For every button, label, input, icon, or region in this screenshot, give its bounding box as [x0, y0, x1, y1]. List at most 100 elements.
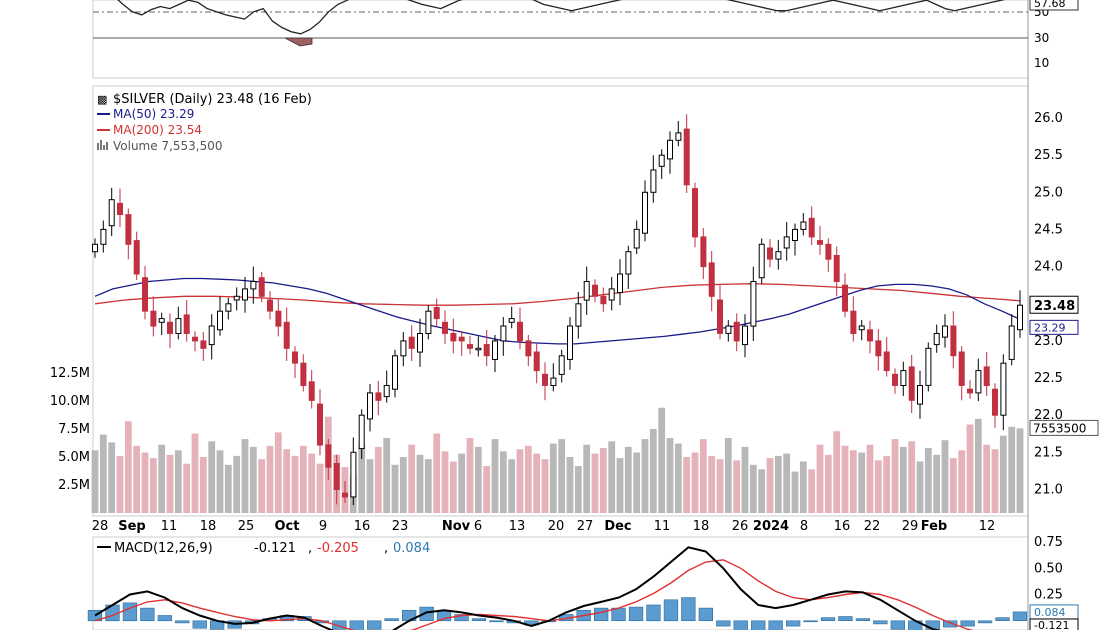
volume-bar	[974, 418, 982, 513]
volume-bar	[491, 439, 499, 513]
candle-body	[433, 307, 440, 320]
candle-body	[933, 333, 940, 346]
volume-bar	[866, 444, 874, 513]
volume-bar	[566, 457, 574, 513]
macd-tick-0_75: 0.75	[1034, 535, 1063, 550]
candle-body	[533, 351, 540, 372]
candle-body	[875, 340, 882, 357]
x-label-17: 26	[732, 519, 749, 534]
volume-bar	[716, 459, 724, 513]
rsi-tick-30: 30	[1034, 31, 1049, 45]
volume-bar	[141, 452, 149, 513]
volume-bar	[574, 466, 582, 513]
volume-tick-3: 5.0M	[58, 450, 90, 465]
volume-bar	[466, 438, 474, 513]
x-label-18: 2024	[753, 519, 789, 534]
candle-body	[633, 228, 640, 249]
macd-histogram-bar	[192, 620, 207, 629]
candle-body	[167, 321, 173, 334]
candle-body	[883, 351, 890, 372]
price-tick-24_5: 24.5	[1034, 222, 1063, 237]
volume-bar	[191, 433, 199, 513]
volume-bar	[308, 453, 316, 513]
volume-last-box	[1029, 419, 1099, 436]
x-label-22: 29	[902, 519, 919, 534]
macd-histogram-bar	[960, 620, 975, 627]
volume-bar	[599, 448, 607, 513]
volume-bar	[624, 446, 632, 513]
price-tick-25_5: 25.5	[1034, 148, 1063, 163]
ma50-legend: MA(50) 23.29	[113, 107, 194, 121]
candle-body	[283, 321, 290, 349]
candle-body	[783, 236, 790, 249]
volume-bar	[649, 429, 657, 513]
volume-bar	[483, 466, 491, 513]
macd-histogram-bar	[716, 620, 731, 627]
volume-bar	[733, 460, 741, 513]
volume-bar	[666, 438, 674, 513]
candle-body	[133, 240, 140, 275]
candle-body	[1008, 325, 1015, 360]
volume-bar	[316, 463, 324, 513]
candle-body	[217, 310, 223, 331]
volume-bar	[724, 438, 732, 513]
price-tick-24_0: 24.0	[1034, 260, 1063, 275]
volume-bar	[558, 439, 566, 513]
candle-body	[617, 273, 623, 294]
candle-body	[767, 247, 773, 260]
volume-bar	[174, 450, 182, 513]
candle-body	[983, 366, 990, 386]
volume-bar	[166, 454, 174, 513]
volume-bar	[441, 451, 449, 513]
volume-bar	[474, 446, 482, 513]
candle-body	[717, 299, 723, 334]
volume-bar	[791, 471, 799, 513]
candle-body	[942, 325, 948, 338]
macd-histogram-bar	[87, 609, 103, 622]
volume-bar	[549, 443, 557, 513]
rsi-line	[117, 0, 1006, 35]
candle-body	[758, 243, 765, 279]
x-label-15: 11	[654, 519, 671, 534]
volume-bar	[799, 461, 807, 513]
candle-body	[183, 314, 190, 334]
candle-body	[742, 325, 748, 346]
candle-body	[208, 325, 215, 346]
candle-body	[125, 214, 132, 245]
candle-body	[792, 228, 798, 241]
volume-bar	[858, 452, 866, 513]
volume-bar	[199, 457, 207, 513]
macd-histogram-bar	[785, 620, 801, 627]
candle-body	[550, 377, 557, 387]
volume-bar	[708, 455, 716, 513]
macd-line	[94, 546, 941, 630]
volume-bar	[891, 439, 899, 513]
candle-body	[517, 321, 523, 342]
volume-bar	[883, 455, 891, 513]
volume-bar	[158, 444, 166, 513]
x-label-16: 18	[693, 519, 710, 534]
candle-body	[200, 340, 207, 349]
volume-bar	[949, 458, 957, 513]
candle-body	[350, 451, 357, 498]
macd-histogram-bar	[471, 618, 487, 621]
price-tick-21_0: 21.0	[1034, 483, 1063, 498]
x-label-21: 22	[864, 519, 881, 534]
volume-bar	[674, 443, 682, 513]
ma50-value-box	[1029, 319, 1079, 335]
candle-body	[825, 243, 832, 260]
volume-bar	[358, 444, 366, 513]
candle-body	[542, 373, 548, 386]
silver-icon: ▩	[97, 93, 107, 106]
volume-bar	[899, 446, 907, 513]
volume-bar	[366, 459, 374, 513]
ma50-value-label: 23.29	[1034, 321, 1066, 334]
candle-body	[892, 373, 898, 386]
candle-body	[842, 284, 848, 312]
candle-body	[142, 277, 148, 312]
macd-histogram-bar	[751, 620, 766, 630]
volume-bar	[758, 469, 766, 513]
volume-bar	[408, 444, 416, 513]
macd-histogram-bar	[1012, 611, 1028, 622]
candle-body	[650, 169, 657, 193]
